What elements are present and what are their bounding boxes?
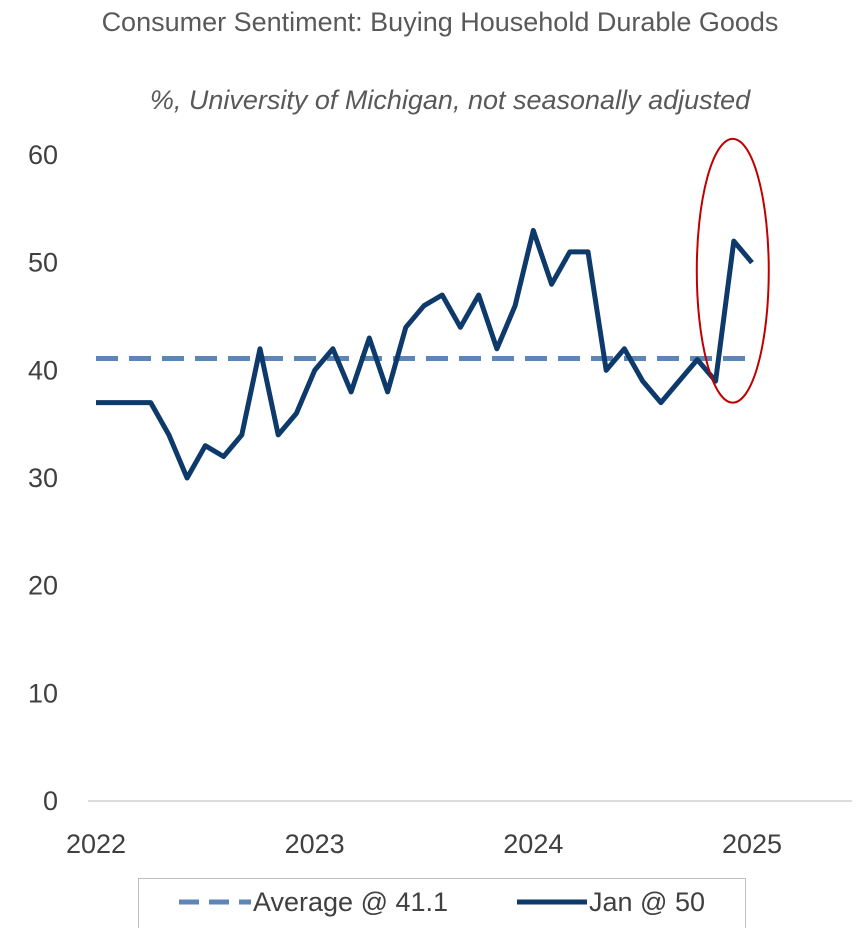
- x-tick-label: 2023: [285, 829, 345, 859]
- x-tick-label: 2022: [66, 829, 126, 859]
- legend-item-jan: Jan @ 50: [515, 885, 705, 919]
- legend: Average @ 41.1 Jan @ 50: [138, 878, 746, 928]
- y-tick-label: 40: [28, 355, 58, 385]
- x-tick-label: 2025: [722, 829, 782, 859]
- y-tick-label: 20: [28, 571, 58, 601]
- highlight-ellipse: [695, 137, 770, 404]
- x-axis-tick-labels: 2022 2023 2024 2025: [66, 829, 782, 859]
- y-axis-tick-labels: 0 10 20 30 40 50 60: [28, 140, 58, 816]
- series-layer: [96, 227, 754, 481]
- y-tick-label: 0: [43, 786, 58, 816]
- solid-line-icon: [517, 899, 587, 905]
- x-tick-label: 2024: [503, 829, 563, 859]
- y-tick-label: 60: [28, 140, 58, 170]
- legend-label-jan: Jan @ 50: [589, 887, 705, 917]
- chart-title: Consumer Sentiment: Buying Household Dur…: [101, 7, 779, 37]
- sentiment-line: [96, 227, 754, 481]
- dashed-line-icon: [179, 899, 251, 905]
- legend-item-average: Average @ 41.1: [177, 885, 448, 919]
- annotation-layer: [695, 137, 770, 404]
- chart-subtitle: %, University of Michigan, not seasonall…: [149, 85, 751, 115]
- legend-label-average: Average @ 41.1: [253, 887, 449, 917]
- y-tick-label: 50: [28, 248, 58, 278]
- y-tick-label: 30: [28, 463, 58, 493]
- y-tick-label: 10: [28, 678, 58, 708]
